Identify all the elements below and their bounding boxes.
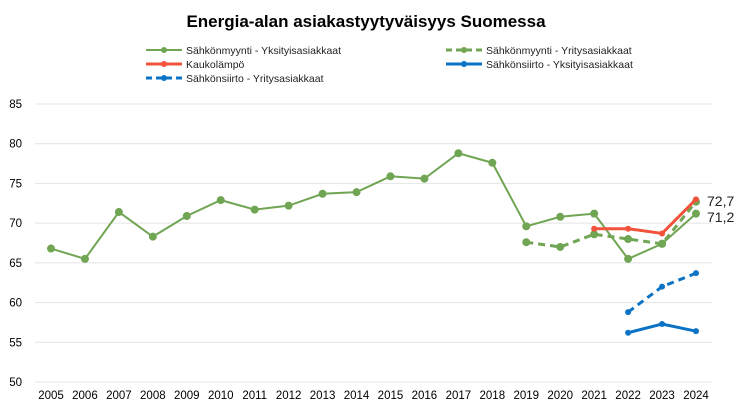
x-tick-label: 2019: [513, 390, 539, 402]
series-line: [50, 152, 697, 261]
y-tick-label: 60: [9, 298, 22, 310]
data-point: [556, 242, 565, 251]
series-0: [47, 149, 700, 263]
series-1: [522, 197, 700, 251]
y-tick-label: 55: [9, 337, 22, 349]
data-point: [318, 189, 327, 198]
x-tick-label: 2010: [208, 390, 234, 402]
data-point: [80, 254, 89, 263]
x-tick-label: 2011: [242, 390, 267, 402]
x-tick-label: 2014: [344, 390, 370, 402]
series-line: [627, 271, 697, 314]
data-point: [420, 174, 429, 183]
legend-label: Sähkönsiirto - Yritysasiakkaat: [186, 73, 324, 85]
data-point: [625, 309, 632, 316]
series-line: [594, 198, 698, 236]
x-tick-label: 2020: [547, 390, 573, 402]
legend-marker: [161, 75, 167, 81]
series-line: [526, 200, 698, 249]
legend-item: Sähkönmyynti - Yritysasiakkaat: [446, 45, 632, 57]
x-tick-label: 2016: [412, 390, 438, 402]
x-tick-label: 2021: [581, 390, 607, 402]
data-point: [522, 222, 531, 231]
x-tick-label: 2022: [615, 390, 641, 402]
data-point: [182, 211, 191, 220]
data-point: [659, 283, 666, 290]
x-tick-label: 2012: [276, 390, 302, 402]
data-point: [624, 254, 633, 263]
legend-item: Sähkönmyynti - Yksityisasiakkaat: [146, 45, 341, 57]
x-tick-label: 2017: [446, 390, 472, 402]
data-point: [216, 196, 225, 205]
x-tick-label: 2007: [106, 390, 132, 402]
x-tick-label: 2005: [38, 390, 64, 402]
data-point: [284, 201, 293, 210]
data-point: [693, 328, 699, 335]
y-tick-label: 85: [9, 99, 22, 111]
data-point: [488, 158, 497, 167]
series-4: [625, 270, 699, 316]
data-point: [693, 270, 699, 277]
series-3: [625, 321, 699, 336]
data-point: [659, 230, 666, 237]
y-tick-label: 80: [9, 139, 22, 151]
y-tick-label: 65: [9, 258, 22, 270]
data-point: [250, 205, 259, 214]
x-tick-label: 2023: [649, 390, 675, 402]
y-tick-label: 70: [9, 218, 22, 230]
x-tick-label: 2018: [480, 390, 506, 402]
data-point: [352, 188, 361, 197]
legend-label: Sähkönsiirto - Yksityisasiakkaat: [486, 59, 633, 71]
legend-item: Sähkönsiirto - Yritysasiakkaat: [146, 73, 324, 85]
legend-marker: [161, 61, 167, 67]
data-point: [454, 149, 463, 158]
legend-marker: [161, 47, 167, 53]
data-point: [522, 238, 531, 247]
legend-label: Sähkönmyynti - Yksityisasiakkaat: [186, 45, 341, 57]
data-point: [386, 172, 395, 181]
data-point: [624, 235, 633, 244]
x-tick-label: 2008: [140, 390, 166, 402]
data-point: [591, 225, 598, 232]
series-2: [591, 196, 699, 237]
data-point: [148, 232, 157, 241]
data-label: 71,2: [707, 209, 734, 225]
x-tick-label: 2013: [310, 390, 336, 402]
data-point: [556, 212, 565, 221]
legend-label: Sähkönmyynti - Yritysasiakkaat: [486, 45, 632, 57]
legend-item: Sähkönsiirto - Yksityisasiakkaat: [446, 59, 633, 71]
legend-marker: [461, 61, 467, 67]
data-label: 72,7: [707, 193, 734, 209]
data-point: [692, 209, 700, 218]
x-tick-label: 2015: [378, 390, 404, 402]
data-point: [47, 244, 55, 253]
data-point: [625, 329, 632, 336]
data-point: [625, 225, 632, 232]
legend-label: Kaukolämpö: [186, 59, 245, 71]
legend-marker: [461, 47, 467, 53]
x-tick-label: 2009: [174, 390, 200, 402]
chart-title: Energia-alan asiakastyytyväisyys Suomess…: [186, 12, 546, 31]
data-point: [658, 239, 667, 248]
y-tick-label: 75: [9, 178, 22, 190]
legend-item: Kaukolämpö: [146, 59, 245, 71]
x-tick-label: 2024: [683, 390, 709, 402]
data-point: [590, 230, 599, 239]
data-point: [693, 196, 699, 203]
data-point: [659, 321, 666, 328]
data-point: [114, 208, 123, 217]
data-point: [590, 209, 599, 218]
y-tick-label: 50: [9, 377, 22, 389]
x-tick-label: 2006: [72, 390, 98, 402]
